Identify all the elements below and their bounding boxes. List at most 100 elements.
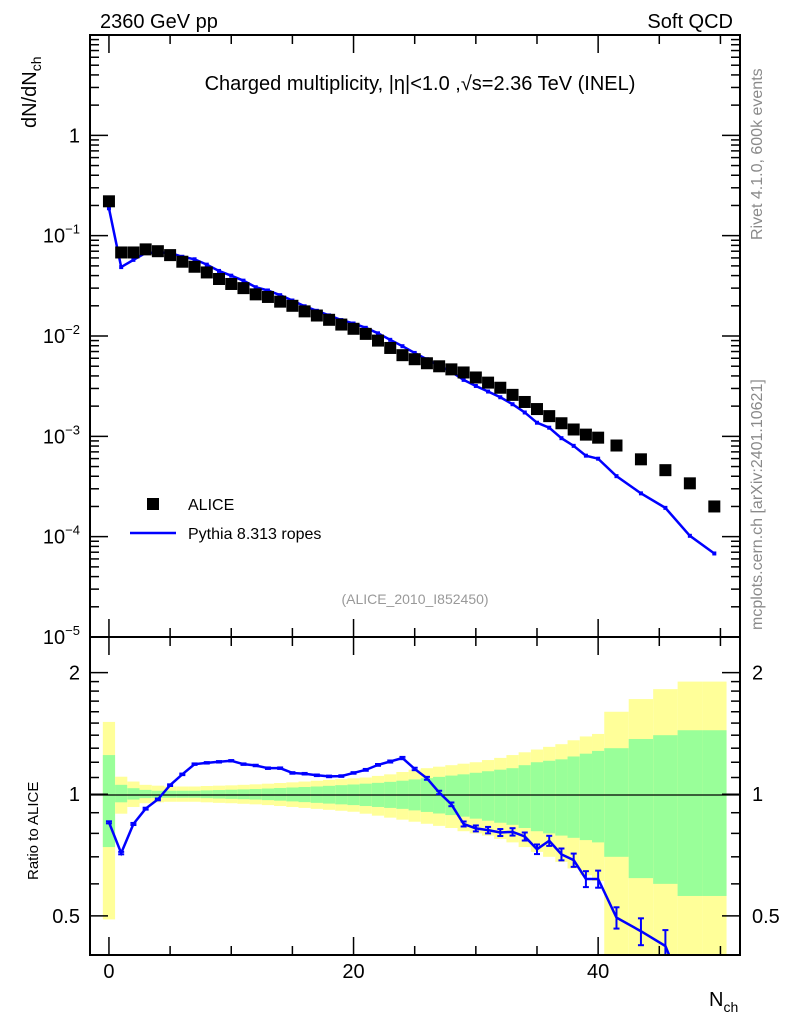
pythia-point [192,257,197,262]
alice-point [286,299,299,312]
band-inner-bin [163,790,177,798]
band-inner-bin [702,730,727,896]
data-marks [102,195,721,955]
band-inner-bin [653,735,678,884]
band-inner-bin [677,730,703,896]
header-right: Soft QCD [647,11,733,33]
ratio-tick-label-left: 0.5 [52,906,80,928]
band-inner-bin [249,789,262,800]
band-inner-bin [274,788,287,801]
alice-point [310,309,323,322]
alice-point [213,272,226,285]
pythia-point [119,265,124,270]
y-tick-label: 10−2 [43,322,80,348]
pythia-point [614,474,619,479]
band-inner-bin [628,738,654,879]
ratio-uncertainty-bands [102,681,727,955]
alice-point [359,327,372,340]
alice-point [469,371,482,384]
pythia-point [638,491,643,496]
band-inner-bin [555,759,568,836]
pythia-line [107,208,716,555]
alice-point [579,428,592,441]
rivet-version-label: Rivet 4.1.0, 600k events [749,68,766,240]
y-tick-label: 10−1 [43,222,80,248]
band-inner-bin [481,771,495,821]
alice-point [408,353,421,366]
pythia-point [131,257,136,262]
alice-point [323,313,336,326]
axis-ticks: 0 20 40 1 10−1 10−2 10−3 10−4 10−5 2 2 1 1 0.5 0.5 [43,35,780,983]
band-inner-bin [212,790,226,799]
alice-point [139,243,152,256]
pythia-point [265,288,270,293]
pythia-point [498,395,503,400]
band-inner-bin [579,753,593,841]
pythia-point [217,268,222,273]
pythia-point [663,505,668,510]
x-axis-label-sub: ch [723,999,738,1015]
ratio-tick-label-right: 1 [752,784,763,806]
band-inner-bin [543,760,556,834]
alice-point [298,305,311,318]
alice-point [102,195,115,208]
alice-point [592,431,605,444]
alice-point [420,357,433,370]
y-axis-label-main: dN/dN [19,71,41,128]
band-inner-bin [115,784,128,803]
alice-point [274,295,287,308]
ratio-tick-label-right: 0.5 [752,906,780,928]
band-inner-bin [151,790,164,798]
pythia-point [473,383,478,388]
alice-point [115,246,128,259]
band-inner-bin [225,789,238,799]
band-inner-bin [188,790,201,798]
alice-point [659,464,672,477]
band-inner-bin [506,768,519,825]
x-tick-label: 0 [103,961,114,983]
analysis-label: (ALICE_2010_I852450) [341,591,488,607]
mcplots-label: mcplots.cern.ch [arXiv:2401.10621] [749,379,766,630]
alice-point [225,277,238,290]
y-axis-label: dN/dNch [19,57,44,129]
band-inner-bin [200,790,213,799]
pythia-point [278,293,283,298]
alice-point [151,245,164,258]
alice-point [384,341,397,354]
legend-alice-marker [147,498,159,510]
legend-alice-label: ALICE [188,497,234,514]
pythia-point [534,420,539,425]
pythia-point [253,285,258,290]
alice-point [610,439,623,452]
pythia-point [522,410,527,415]
alice-point [634,453,647,466]
pythia-point [412,350,417,355]
pythia-point [363,325,368,330]
alice-point [188,260,201,273]
ratio-panel-frame [89,636,741,956]
pythia-point [583,453,588,458]
alice-point [445,363,458,376]
band-inner-bin [176,790,189,798]
ratio-series [105,755,671,955]
pythia-point [559,436,564,441]
alice-point [261,290,274,303]
alice-point [457,366,470,379]
legend: ALICE Pythia 8.313 ropes [130,497,321,543]
alice-point [335,318,348,331]
band-inner-bin [237,789,250,800]
ratio-tick-label-right: 2 [752,663,763,685]
band-inner-bin [469,772,482,819]
band-inner-bin [592,750,605,843]
main-panel-frame [89,34,741,638]
band-inner-bin [139,789,152,799]
alice-point [164,249,177,262]
ratio-tick-label-left: 1 [69,784,80,806]
alice-point [494,381,507,394]
alice-point [683,477,696,490]
pythia-point [388,337,393,342]
alice-point [200,266,213,279]
x-tick-label: 20 [342,961,364,983]
band-inner-bin [127,788,140,800]
